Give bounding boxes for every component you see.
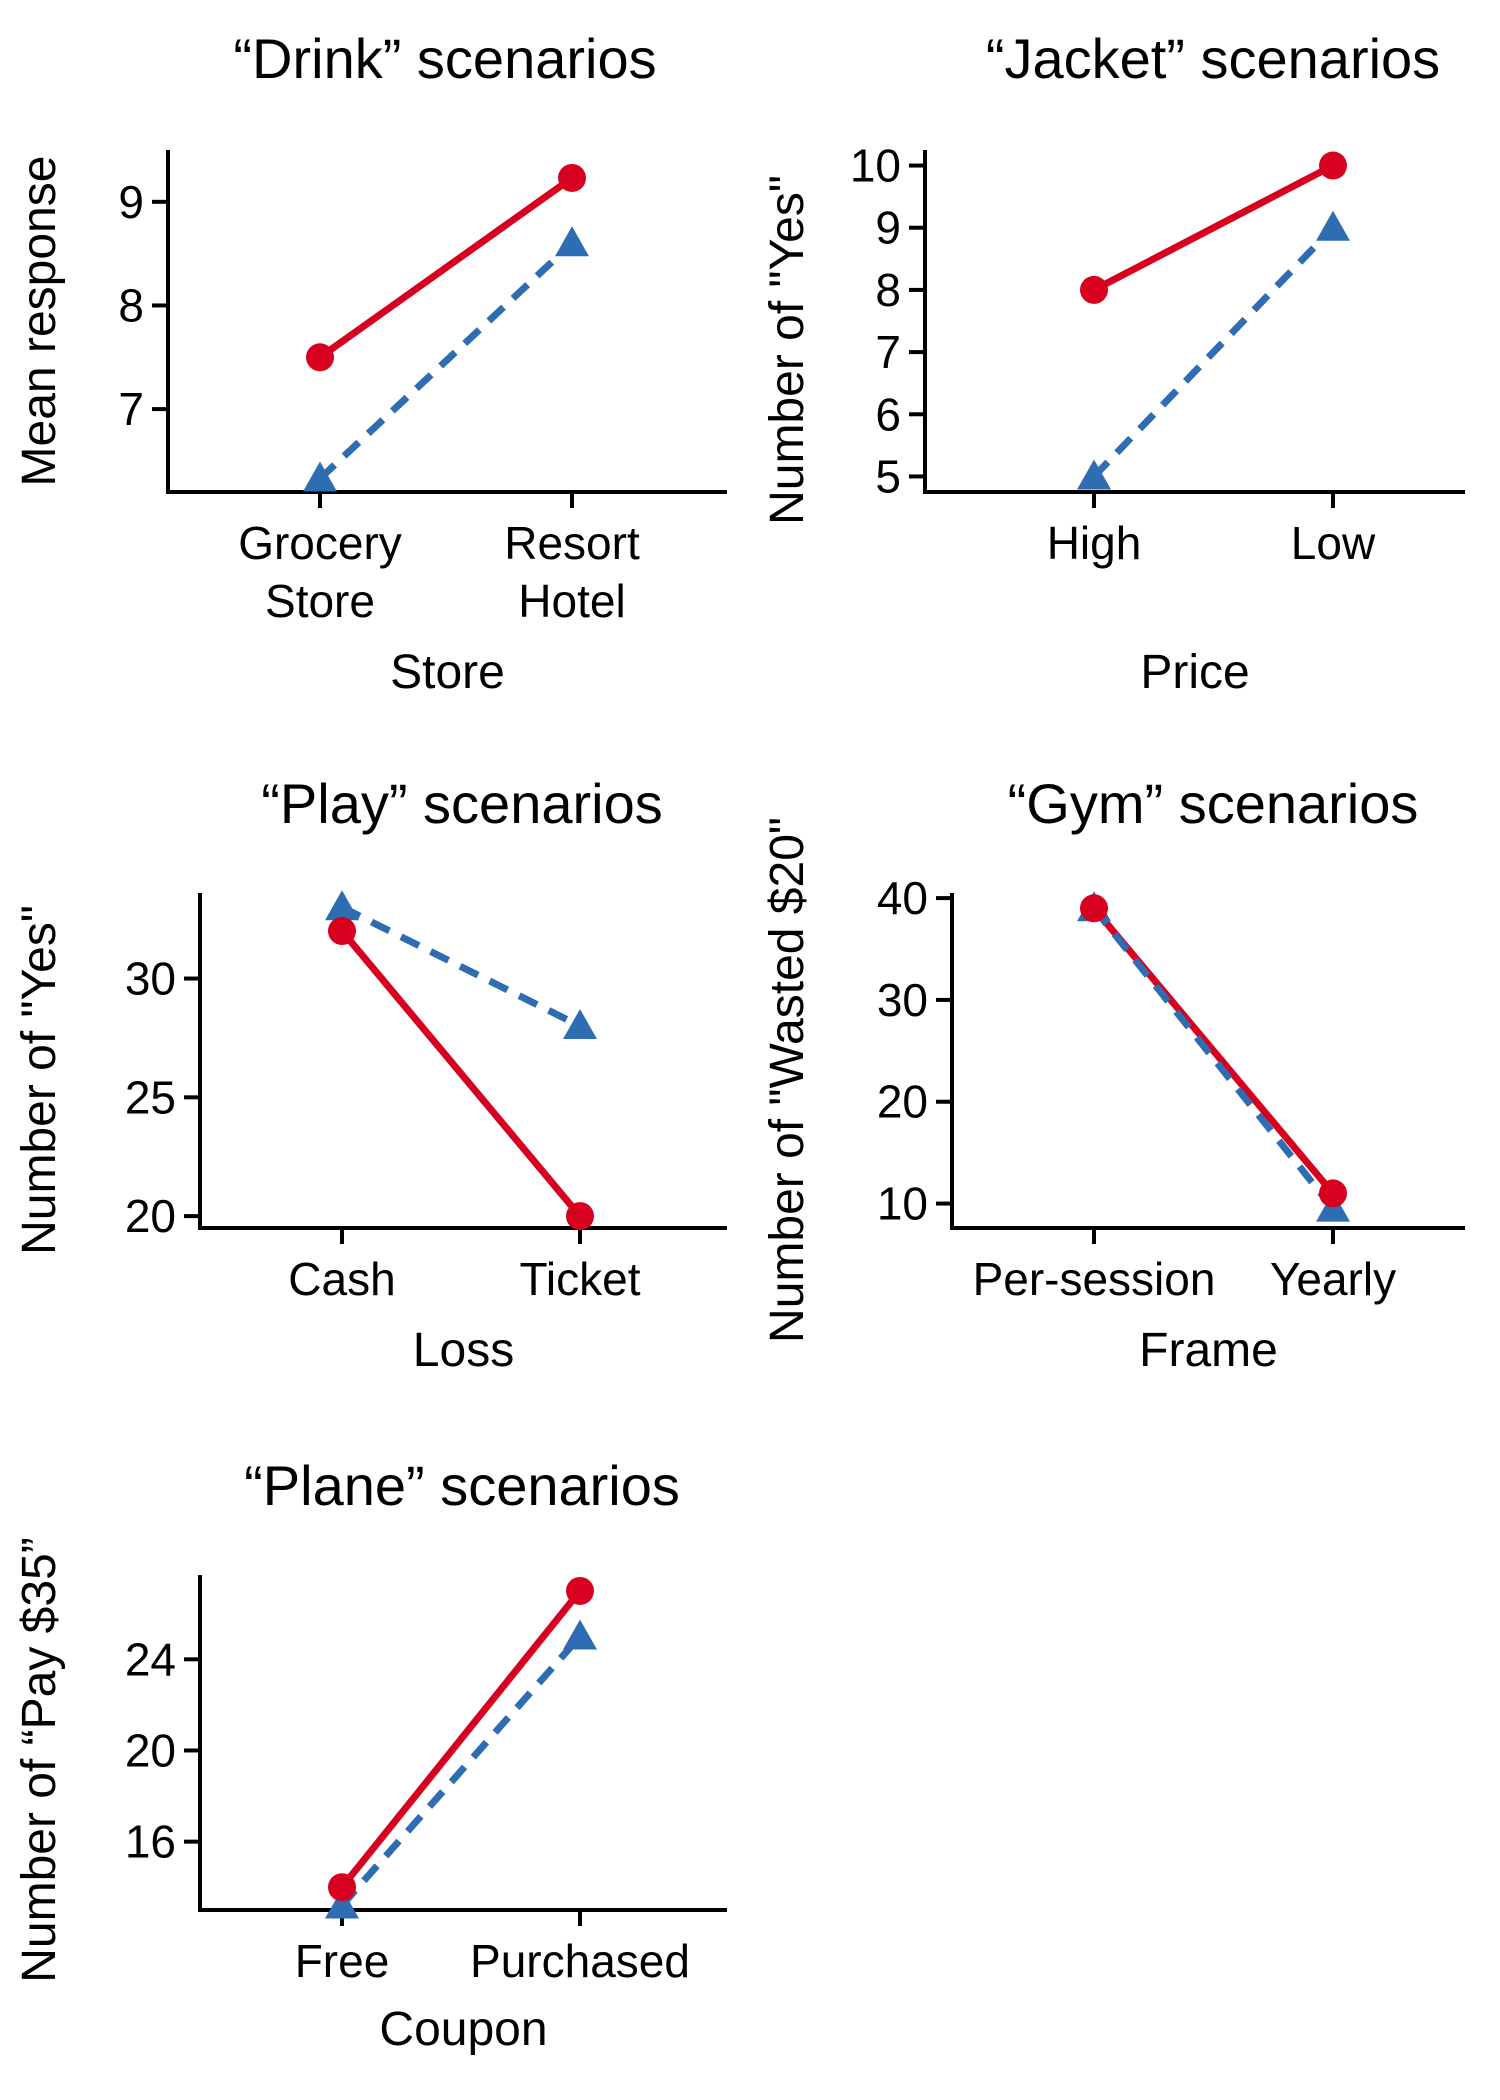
x-tick-label: Store [265, 575, 375, 627]
y-axis-label: Number of "Yes" [761, 175, 814, 525]
x-tick-label: Hotel [518, 575, 625, 627]
y-tick-label: 6 [875, 388, 901, 440]
x-tick-label: Ticket [520, 1253, 641, 1305]
y-tick-label: 8 [118, 279, 144, 331]
y-tick-label: 24 [125, 1633, 176, 1685]
data-point-triangle [555, 226, 589, 257]
y-tick-label: 20 [125, 1190, 176, 1242]
series-line-1 [339, 928, 583, 1219]
series-line-1 [1091, 906, 1336, 1196]
data-point-triangle [303, 461, 337, 492]
x-tick-label: Grocery [238, 517, 402, 569]
y-tick-label: 20 [125, 1724, 176, 1776]
data-point-triangle [563, 1619, 597, 1650]
y-axis-label: Mean response [13, 156, 66, 487]
x-tick-label: Resort [504, 517, 640, 569]
chart-title: “Drink” scenarios [233, 27, 656, 90]
x-axis-label: Coupon [379, 2003, 547, 2056]
data-point-circle [328, 1873, 356, 1902]
y-tick-label: 16 [125, 1816, 176, 1868]
data-point-circle [306, 343, 334, 372]
x-tick-label: Cash [288, 1253, 395, 1305]
data-point-circle [1080, 894, 1108, 923]
data-point-circle [566, 1576, 594, 1605]
data-point-triangle [325, 890, 359, 921]
x-axis-label: Price [1140, 646, 1249, 699]
x-tick-label: Free [295, 1935, 390, 1987]
x-tick-label: Per-session [973, 1253, 1216, 1305]
x-tick-label: Yearly [1270, 1253, 1396, 1305]
chart-panel-4: 10 20 30 40 Per-session Yearly “Gym” scenarios… [761, 772, 1465, 1377]
data-point-circle [328, 917, 356, 946]
series-line-1 [1092, 162, 1335, 294]
chart-title: “Gym” scenarios [1008, 772, 1419, 835]
y-axis-label: Number of "Wasted $20" [761, 817, 814, 1343]
chart-panel-2: 5 6 7 8 9 10 High Low “Jacket” scenarios Price Num… [761, 27, 1465, 699]
series-line-1 [317, 175, 575, 361]
x-tick-label: High [1047, 517, 1142, 569]
y-tick-label: 7 [875, 326, 901, 378]
data-point-triangle [1077, 459, 1111, 490]
y-tick-label: 10 [877, 1178, 928, 1230]
series-line-2 [1091, 225, 1336, 479]
data-point-circle [1319, 1179, 1347, 1208]
x-tick-label: Low [1291, 517, 1376, 569]
y-tick-label: 8 [875, 264, 901, 316]
data-point-triangle [563, 1009, 597, 1040]
data-point-circle [558, 163, 586, 192]
y-tick-label: 9 [875, 202, 901, 254]
chart-title: “Play” scenarios [261, 772, 662, 835]
chart-panel-5: 16 20 24 Free Purchased “Plane” scenarios Coup… [13, 1454, 727, 2056]
x-axis-label: Loss [413, 1324, 514, 1377]
chart-panel-1: 7 8 9 Grocery Store Resort Hotel “Drink” scenar… [13, 27, 727, 699]
y-tick-label: 5 [875, 450, 901, 502]
series-line-2 [339, 1634, 583, 1908]
chart-title: “Plane” scenarios [244, 1454, 680, 1517]
y-tick-label: 25 [125, 1071, 176, 1123]
data-point-circle [1080, 275, 1108, 304]
series-line-1 [339, 1588, 583, 1890]
data-point-circle [1319, 151, 1347, 180]
x-tick-label: Purchased [470, 1935, 690, 1987]
data-point-triangle [1316, 210, 1350, 241]
series-line-2 [317, 240, 575, 482]
x-axis-label: Store [390, 646, 505, 699]
chart-title: “Jacket” scenarios [986, 27, 1440, 90]
y-tick-label: 30 [877, 974, 928, 1026]
y-tick-label: 40 [877, 872, 928, 924]
y-tick-label: 20 [877, 1076, 928, 1128]
y-tick-label: 10 [850, 140, 901, 192]
chart-panel-3: 20 25 30 Cash Ticket “Play” scenarios Loss Numb… [13, 772, 727, 1377]
y-tick-label: 7 [118, 383, 144, 435]
y-axis-label: Number of “Pay $35” [13, 1537, 66, 1983]
data-point-triangle [325, 1888, 359, 1919]
series-line-2 [340, 904, 582, 1030]
y-axis-label: Number of "Yes" [13, 905, 66, 1255]
x-axis-label: Frame [1139, 1324, 1278, 1377]
data-point-circle [566, 1202, 594, 1231]
y-tick-label: 9 [118, 176, 144, 228]
y-tick-label: 30 [125, 953, 176, 1005]
